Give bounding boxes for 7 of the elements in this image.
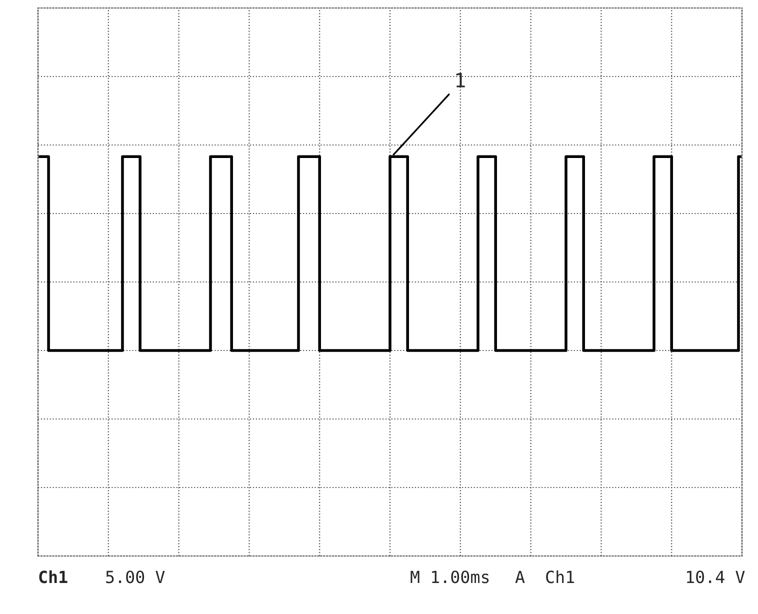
- text: 1: [456, 73, 465, 88]
- text: 10.4 V: [687, 570, 745, 584]
- text: 5.00 V: [106, 570, 165, 584]
- text: Ch1: [39, 570, 68, 584]
- text: M 1.00ms: [410, 570, 489, 584]
- text: Ch1: [546, 570, 574, 584]
- text: A: [515, 570, 525, 583]
